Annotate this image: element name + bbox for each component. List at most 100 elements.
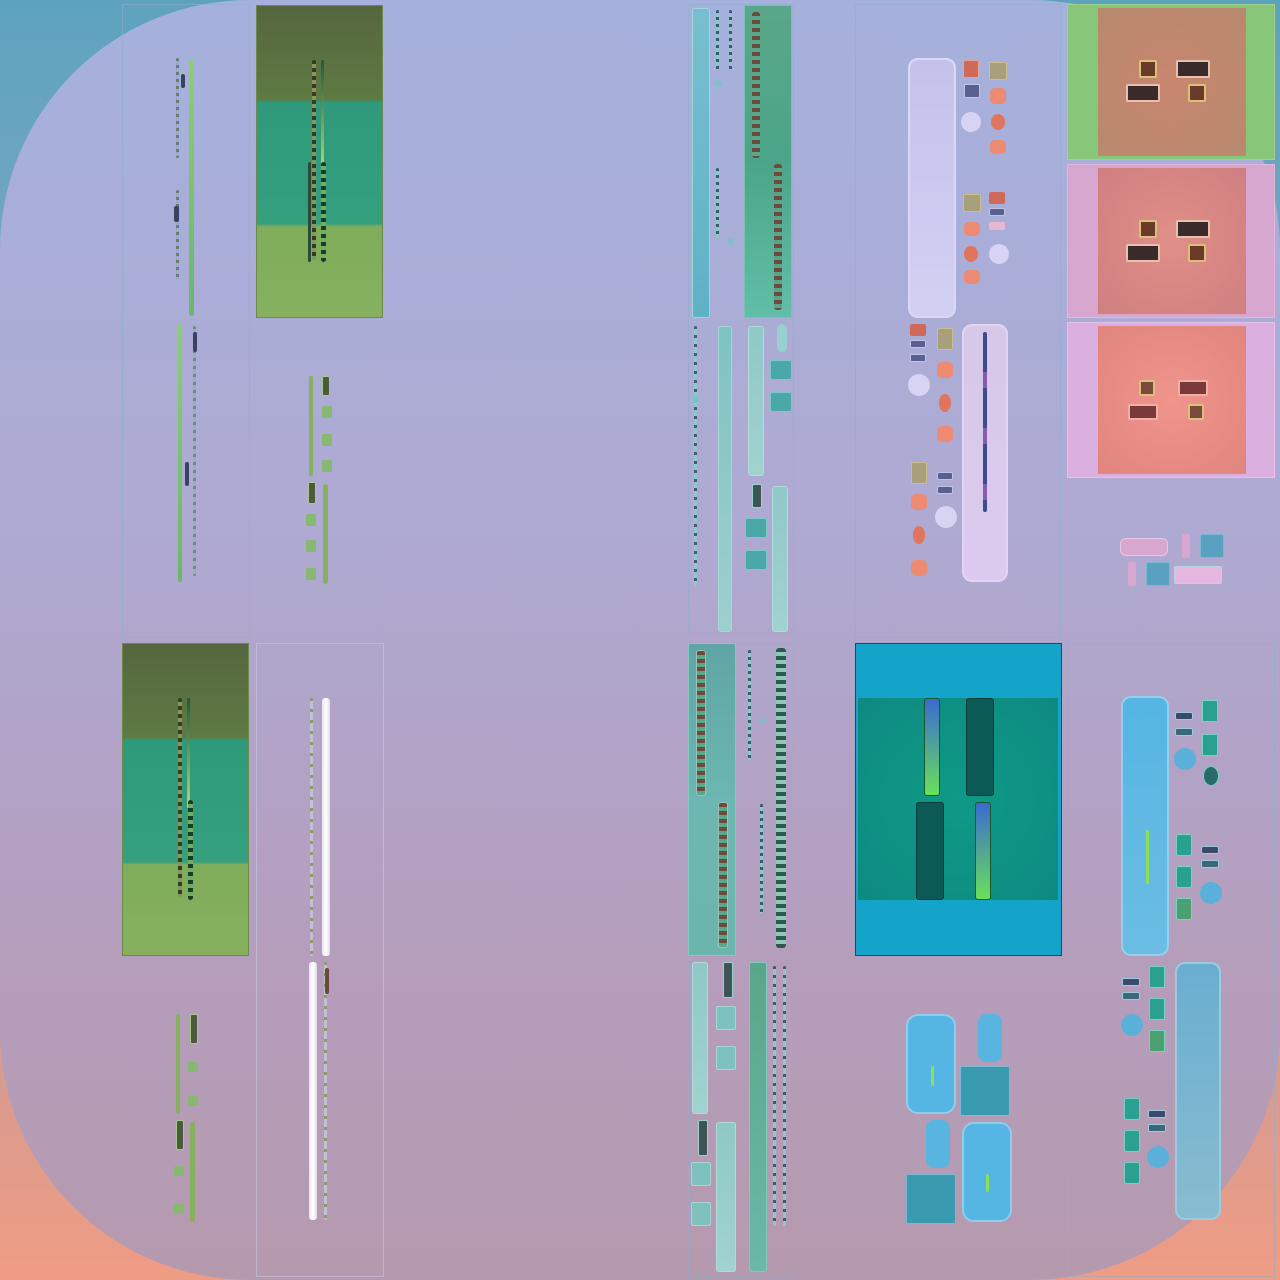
level-bar-h2: [966, 698, 994, 796]
level-bar-a2: [176, 58, 179, 158]
level-bar-b5: [309, 376, 313, 476]
bucket-icon: [937, 426, 953, 442]
strip-panel-i: [1067, 643, 1275, 1277]
bucket-icon: [911, 494, 927, 510]
level-bar-b1: [312, 60, 316, 260]
toggle-icon: [978, 1014, 1002, 1062]
swatch-icon: [1176, 60, 1210, 78]
swatch-icon: [910, 340, 926, 348]
bucket-icon: [913, 526, 925, 544]
map-card-pink-inner: [1098, 168, 1246, 314]
swatch-icon: [1148, 1124, 1166, 1132]
bucket-icon: [174, 1204, 184, 1214]
level-bar-c7: [718, 326, 732, 632]
bucket-icon: [306, 568, 316, 580]
level-bar-a5: [193, 326, 196, 576]
swatch-icon: [1146, 562, 1170, 586]
level-bar-g10: [716, 1122, 736, 1272]
swatch-icon: [1176, 220, 1210, 238]
bucket-icon: [911, 462, 927, 484]
bucket-icon: [911, 560, 927, 576]
bucket-icon: [989, 62, 1007, 80]
level-bar-e4: [176, 1014, 180, 1114]
strip-panel-c: [688, 4, 794, 634]
bucket-icon: [306, 540, 316, 552]
map-card-rose-inner: [1098, 326, 1246, 474]
level-bar-c10: [772, 486, 788, 632]
level-bar-a4: [178, 324, 182, 582]
scene-card-h-inner: [858, 698, 1058, 900]
swatch-icon: [1148, 1110, 1166, 1118]
level-bar-e3: [188, 800, 193, 900]
toggle-icon: [1128, 562, 1136, 586]
swatch-icon: [745, 518, 767, 538]
swatch-icon: [193, 332, 197, 352]
level-bar-i1: [1121, 696, 1169, 956]
swatch-icon: [777, 324, 787, 352]
level-bar-i3: [1175, 962, 1221, 1220]
swatch-icon: [181, 74, 185, 88]
level-bar-g5: [760, 804, 763, 914]
bucket-icon: [322, 460, 332, 472]
bucket-icon: [1176, 834, 1192, 856]
swatch-icon: [174, 206, 179, 222]
toggle-icon: [1120, 538, 1168, 556]
swatch-icon: [937, 486, 953, 494]
swatch-icon: [1122, 978, 1140, 986]
bucket-icon: [306, 514, 316, 526]
bucket-icon: [1202, 700, 1218, 722]
toggle-icon: [1174, 566, 1222, 584]
bucket-icon: [1149, 966, 1165, 988]
level-bar-c9: [748, 326, 764, 476]
swatch-icon: [1128, 404, 1158, 420]
swatch-icon: [691, 1162, 711, 1186]
level-bar-b3: [321, 162, 326, 262]
toggle-icon: [752, 484, 762, 508]
toggle-icon: [698, 1120, 708, 1156]
circle-knob-icon: [1200, 882, 1222, 904]
swatch-icon: [1122, 992, 1140, 1000]
strip-panel-f: [256, 643, 384, 1277]
swatch-icon: [1201, 846, 1219, 854]
swatch-icon: [185, 462, 189, 486]
circle-knob-icon: [1174, 748, 1196, 770]
level-bar-c2: [716, 10, 719, 70]
bucket-icon: [1124, 1162, 1140, 1184]
level-bar-h7: [962, 1122, 1012, 1222]
swatch-icon: [325, 968, 329, 994]
level-bar-e1: [178, 698, 182, 898]
swatch-icon: [691, 1202, 711, 1226]
level-bar-g4: [776, 648, 786, 948]
circle-knob-icon: [1147, 1146, 1169, 1168]
level-bar-h6: [931, 1066, 934, 1086]
swatch-icon: [1126, 84, 1160, 102]
toggle-icon: [1182, 534, 1190, 558]
bucket-icon: [937, 362, 953, 378]
swatch-icon: [964, 84, 980, 98]
bucket-icon: [174, 1166, 184, 1176]
level-bar-b6: [323, 484, 328, 584]
level-bar-f4: [324, 962, 327, 1220]
level-bar-e2: [187, 698, 190, 808]
bucket-icon: [964, 246, 978, 262]
strip-panel-a: [122, 4, 250, 638]
swatch-icon: [1175, 712, 1193, 720]
swatch-icon: [960, 1066, 1010, 1116]
swatch-icon: [770, 360, 792, 380]
swatch-icon: [989, 208, 1005, 216]
bucket-icon: [964, 270, 980, 284]
level-bar-d1: [908, 58, 956, 318]
bucket-icon: [1124, 1098, 1140, 1120]
bucket-icon: [322, 434, 332, 446]
level-bar-h5: [906, 1014, 956, 1114]
bucket-icon: [990, 88, 1006, 104]
level-bar-h8: [986, 1174, 989, 1192]
bucket-icon: [1203, 766, 1219, 786]
level-bar-h3: [916, 802, 944, 900]
toggle-icon: [190, 1014, 198, 1044]
swatch-icon: [745, 550, 767, 570]
level-bar-f2: [310, 698, 313, 956]
level-bar-g2: [718, 802, 728, 948]
swatch-icon: [1188, 404, 1204, 420]
